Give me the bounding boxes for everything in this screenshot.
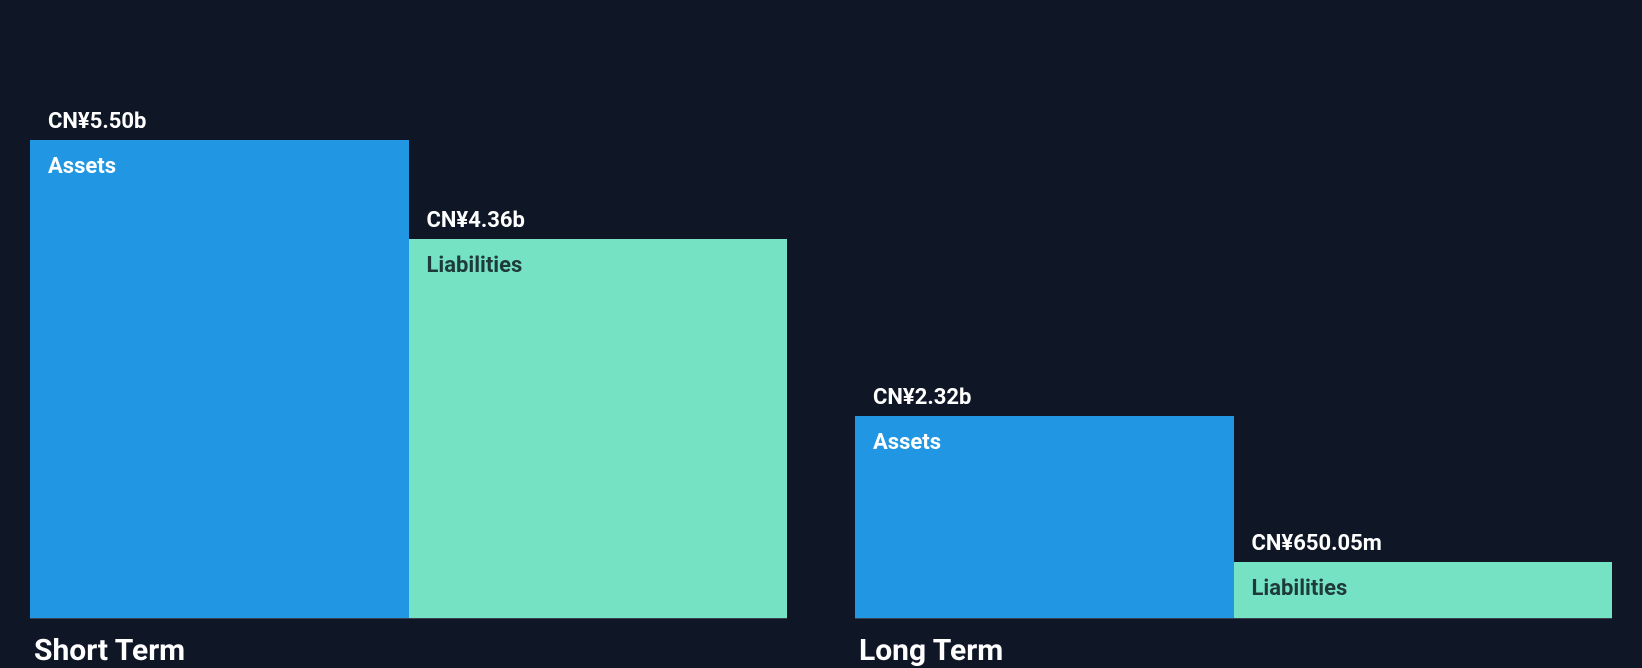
short-term-liabilities-label: Liabilities bbox=[427, 253, 523, 278]
long-term-assets-bar: Assets bbox=[855, 416, 1234, 618]
short-term-assets-bar: Assets bbox=[30, 140, 409, 618]
long-term-assets-value: CN¥2.32b bbox=[855, 385, 1234, 410]
short-term-liabilities-value: CN¥4.36b bbox=[409, 208, 788, 233]
long-term-assets-label: Assets bbox=[873, 430, 941, 455]
long-term-bars: CN¥2.32b Assets CN¥650.05m Liabilities bbox=[855, 30, 1612, 618]
short-term-title: Short Term bbox=[30, 633, 787, 668]
long-term-liabilities-label: Liabilities bbox=[1252, 576, 1348, 601]
short-term-assets-bar-wrap: CN¥5.50b Assets bbox=[30, 30, 409, 618]
short-term-panel: CN¥5.50b Assets CN¥4.36b Liabilities Sho… bbox=[30, 30, 787, 668]
long-term-panel: CN¥2.32b Assets CN¥650.05m Liabilities L… bbox=[855, 30, 1612, 668]
long-term-title: Long Term bbox=[855, 633, 1612, 668]
long-term-liabilities-bar-wrap: CN¥650.05m Liabilities bbox=[1234, 30, 1613, 618]
long-term-liabilities-value: CN¥650.05m bbox=[1234, 531, 1613, 556]
long-term-liabilities-bar: Liabilities bbox=[1234, 562, 1613, 618]
long-term-chart-area: CN¥2.32b Assets CN¥650.05m Liabilities bbox=[855, 30, 1612, 619]
short-term-liabilities-bar: Liabilities bbox=[409, 239, 788, 618]
short-term-bars: CN¥5.50b Assets CN¥4.36b Liabilities bbox=[30, 30, 787, 618]
long-term-assets-bar-wrap: CN¥2.32b Assets bbox=[855, 30, 1234, 618]
short-term-liabilities-bar-wrap: CN¥4.36b Liabilities bbox=[409, 30, 788, 618]
short-term-assets-label: Assets bbox=[48, 154, 116, 179]
short-term-chart-area: CN¥5.50b Assets CN¥4.36b Liabilities bbox=[30, 30, 787, 619]
short-term-assets-value: CN¥5.50b bbox=[30, 109, 409, 134]
